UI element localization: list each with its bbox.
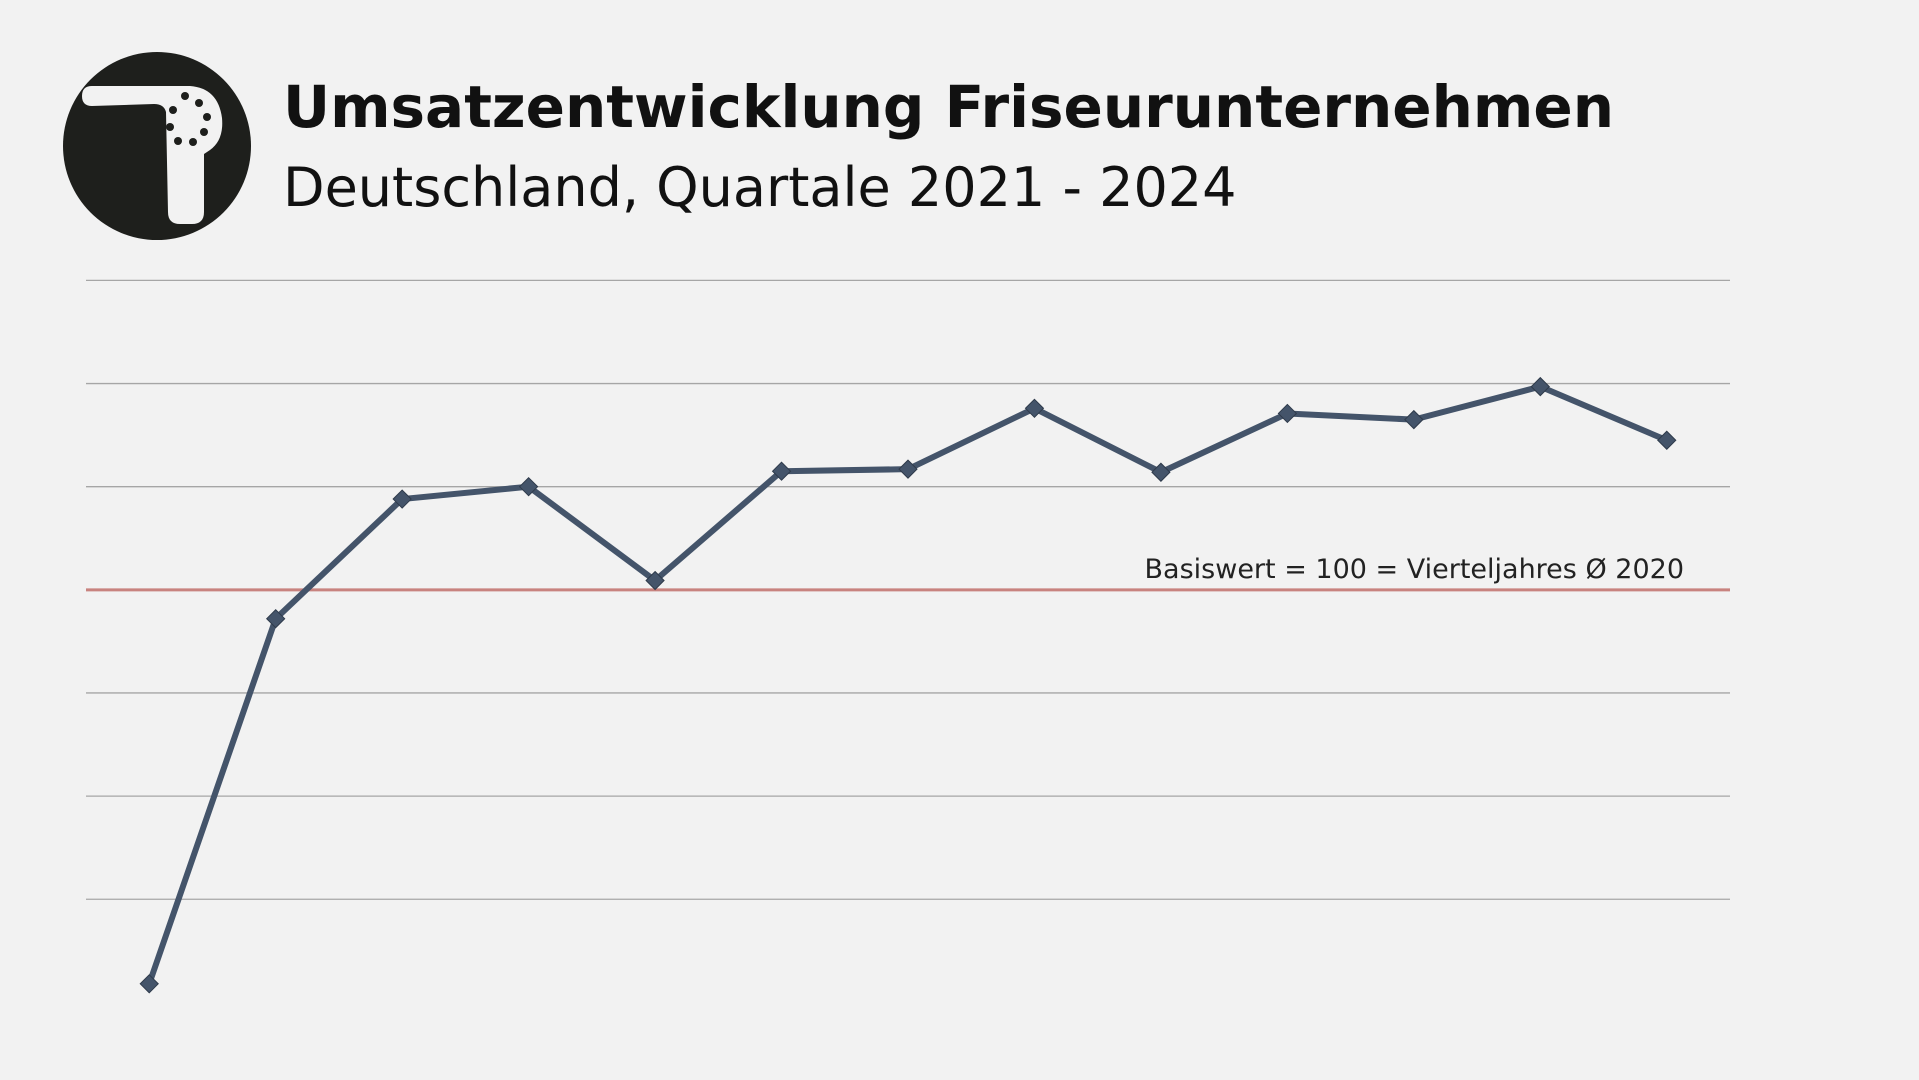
reference-label: Basiswert = 100 = Vierteljahres Ø 2020	[1145, 554, 1684, 585]
data-marker	[139, 974, 159, 994]
data-marker	[1657, 430, 1677, 450]
chart-subtitle: Deutschland, Quartale 2021 - 2024	[283, 156, 1237, 219]
data-marker	[771, 461, 792, 481]
data-marker	[1151, 462, 1171, 482]
data-marker	[1530, 376, 1551, 397]
data-marker	[1404, 409, 1424, 430]
logo-dryer	[82, 86, 223, 224]
data-marker	[1024, 398, 1045, 418]
data-marker	[265, 608, 286, 629]
data-marker	[1277, 403, 1298, 424]
data-marker	[645, 570, 665, 591]
chart-title: Umsatzentwicklung Friseurunternehmen	[283, 73, 1614, 141]
logo	[63, 52, 251, 240]
data-marker	[392, 489, 412, 509]
logo-dots	[166, 92, 211, 146]
data-marker	[898, 459, 918, 479]
data-marker	[518, 476, 539, 497]
logo-circle	[63, 52, 251, 240]
